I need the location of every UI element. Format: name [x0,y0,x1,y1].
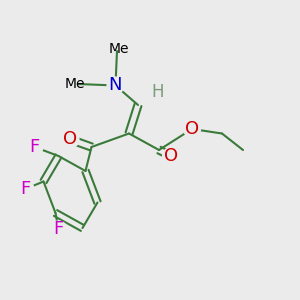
Text: N: N [109,76,122,94]
Circle shape [184,121,200,137]
Text: F: F [20,180,31,198]
Text: F: F [53,220,64,238]
Text: Me: Me [65,77,85,91]
Text: O: O [185,120,199,138]
Text: O: O [63,130,78,148]
Circle shape [163,148,179,164]
Text: O: O [164,147,178,165]
Circle shape [107,77,124,94]
Circle shape [150,85,165,100]
Text: F: F [29,138,40,156]
Text: Me: Me [108,42,129,56]
Circle shape [50,221,67,238]
Circle shape [17,181,34,197]
Circle shape [62,131,79,148]
Circle shape [26,139,43,155]
Text: H: H [151,83,164,101]
